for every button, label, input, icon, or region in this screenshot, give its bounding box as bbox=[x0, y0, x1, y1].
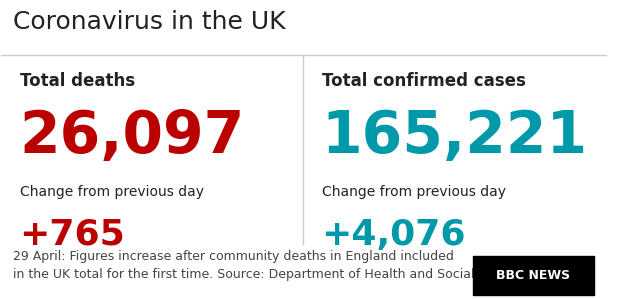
Text: +765: +765 bbox=[19, 218, 125, 252]
Text: Change from previous day: Change from previous day bbox=[322, 185, 506, 199]
Text: BBC NEWS: BBC NEWS bbox=[496, 269, 570, 282]
Text: Total deaths: Total deaths bbox=[19, 72, 134, 91]
Text: 26,097: 26,097 bbox=[19, 108, 244, 165]
FancyBboxPatch shape bbox=[473, 256, 593, 295]
Text: Total confirmed cases: Total confirmed cases bbox=[322, 72, 525, 91]
Text: 165,221: 165,221 bbox=[322, 108, 588, 165]
Text: Change from previous day: Change from previous day bbox=[19, 185, 204, 199]
Text: 29 April: Figures increase after community deaths in England included
in the UK : 29 April: Figures increase after communi… bbox=[13, 250, 508, 281]
Text: Coronavirus in the UK: Coronavirus in the UK bbox=[13, 10, 286, 34]
Text: +4,076: +4,076 bbox=[322, 218, 466, 252]
